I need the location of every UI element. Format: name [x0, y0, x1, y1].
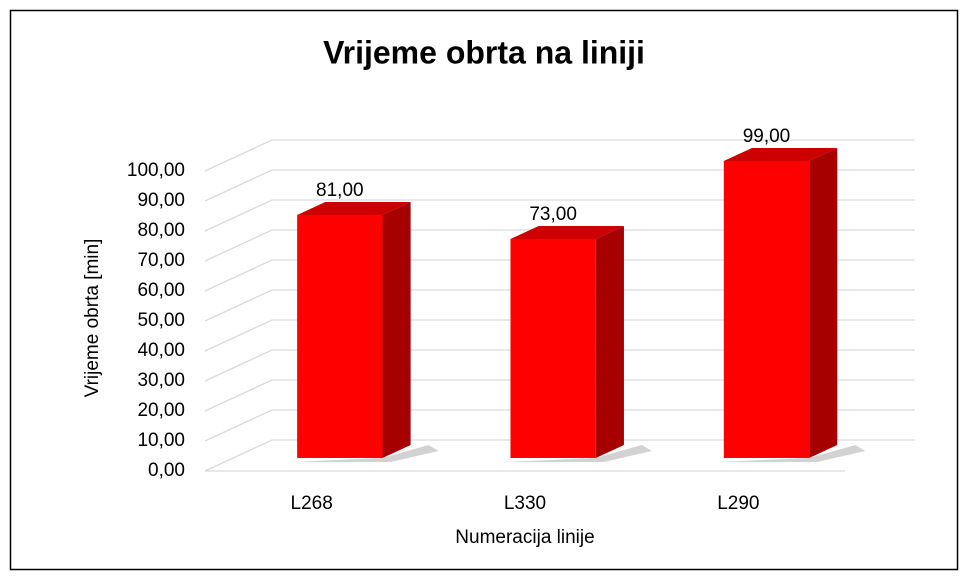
grid-line — [204, 259, 915, 292]
y-tick-label: 60,00 — [137, 280, 185, 301]
y-axis-label: Vrijeme obrta [min] — [82, 239, 103, 398]
y-tick-label: 10,00 — [137, 430, 185, 451]
y-tick-label: 80,00 — [137, 220, 185, 241]
x-tick-label: L290 — [717, 493, 759, 514]
y-tick-label: 40,00 — [137, 340, 185, 361]
grid-line — [204, 379, 915, 412]
bar-side — [595, 225, 624, 458]
y-tick-label: 100,00 — [127, 160, 185, 181]
grid-line — [204, 439, 915, 472]
y-tick-label: 50,00 — [137, 310, 185, 331]
value-label: 73,00 — [529, 204, 577, 225]
grid — [204, 139, 915, 472]
grid-line — [204, 349, 915, 382]
y-tick-label: 90,00 — [137, 190, 185, 211]
grid-line — [204, 139, 915, 172]
bar-shadow — [291, 444, 439, 462]
bar-top — [510, 225, 624, 239]
bar — [510, 238, 596, 458]
x-axis-label: Numeracija linije — [455, 527, 594, 548]
bar — [723, 160, 810, 458]
y-tick-label: 20,00 — [137, 400, 185, 421]
bar-top — [297, 201, 411, 215]
bar-shadow — [717, 444, 866, 462]
bar — [297, 214, 383, 458]
grid-line — [204, 169, 915, 202]
chart-title: Vrijeme obrta na liniji — [323, 34, 645, 70]
bar-side — [809, 147, 838, 458]
grid-line — [204, 319, 915, 352]
bar-shadow — [504, 444, 652, 462]
grid-line — [204, 409, 915, 442]
bar-top — [723, 147, 838, 161]
grid-line — [204, 199, 915, 232]
grid-line — [204, 289, 915, 322]
y-tick-label: 30,00 — [137, 370, 185, 391]
x-tick-label: L268 — [291, 493, 333, 514]
y-tick-label: 0,00 — [148, 460, 185, 481]
value-label: 99,00 — [743, 126, 791, 147]
bars — [291, 147, 866, 462]
y-tick-label: 70,00 — [137, 250, 185, 271]
bar-side — [382, 201, 411, 458]
x-tick-label: L330 — [504, 493, 546, 514]
value-label: 81,00 — [316, 180, 364, 201]
grid-line — [204, 229, 915, 262]
